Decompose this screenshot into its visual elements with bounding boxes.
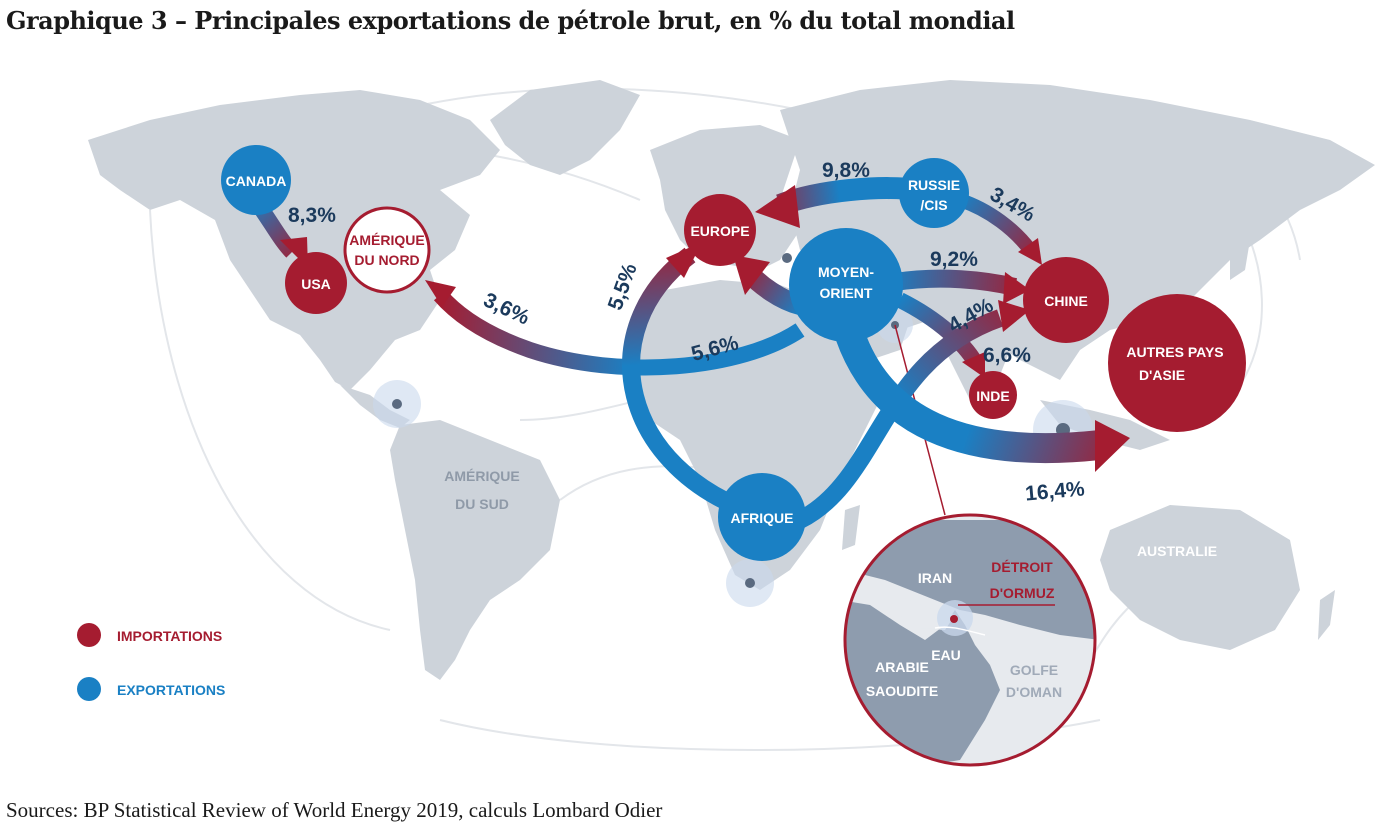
flow-russie-chine bbox=[957, 193, 1036, 255]
node-inde-label: INDE bbox=[976, 388, 1009, 404]
node-inde bbox=[969, 371, 1017, 419]
region-amerique-sud-line2: DU SUD bbox=[455, 496, 509, 512]
australia bbox=[1100, 505, 1300, 650]
inset-gulf-water bbox=[870, 590, 955, 630]
node-canada bbox=[221, 145, 291, 215]
inset-arabie-line1: ARABIE bbox=[875, 659, 929, 675]
flow-mo-europe-arrowhead bbox=[733, 255, 770, 295]
node-amerique-nord-line2: DU NORD bbox=[354, 252, 419, 268]
flow-afrique-chine bbox=[795, 309, 1004, 529]
flow-afrique-chine-arrowhead bbox=[998, 300, 1030, 332]
legend: IMPORTATIONS EXPORTATIONS bbox=[77, 623, 225, 701]
node-canada-label: CANADA bbox=[226, 173, 287, 189]
chart-title: Graphique 3 – Principales exportations d… bbox=[6, 6, 1015, 35]
inset-iran: IRAN bbox=[918, 570, 952, 586]
label-canada-usa: 8,3% bbox=[288, 204, 336, 227]
node-autres-asie-line1: AUTRES PAYS bbox=[1126, 344, 1223, 360]
landmasses bbox=[88, 80, 1375, 680]
region-labels: AMÉRIQUE DU SUD AUSTRALIE bbox=[444, 468, 1217, 559]
nodes: CANADA USA AMÉRIQUE DU NORD EUROPE RUSSI… bbox=[221, 145, 1246, 561]
hormuz-inset: IRAN DÉTROIT D'ORMUZ EAU ARABIE SAOUDITE… bbox=[843, 513, 1097, 767]
flow-russie-chine-arrowhead bbox=[1018, 238, 1042, 265]
node-moyen-orient-line1: MOYEN- bbox=[818, 264, 874, 280]
legend-imports-swatch bbox=[77, 623, 101, 647]
inset-arabie-line2: SAOUDITE bbox=[866, 683, 938, 699]
region-australie: AUSTRALIE bbox=[1137, 543, 1217, 559]
madagascar bbox=[842, 505, 860, 550]
flow-mo-inde-arrowhead bbox=[962, 352, 985, 378]
flow-russie-europe-arrowhead bbox=[755, 185, 800, 228]
new-zealand bbox=[1318, 590, 1335, 640]
label-mo-inde: 6,6% bbox=[983, 344, 1031, 367]
legend-exports-swatch bbox=[77, 677, 101, 701]
flow-mo-chine bbox=[893, 269, 1018, 296]
node-europe-label: EUROPE bbox=[690, 223, 749, 239]
node-amerique-nord-line1: AMÉRIQUE bbox=[349, 232, 424, 248]
label-russie-europe: 9,8% bbox=[822, 159, 870, 182]
south-america bbox=[390, 420, 560, 680]
node-moyen-orient-line2: ORIENT bbox=[820, 285, 873, 301]
node-russie bbox=[899, 158, 969, 228]
node-usa-label: USA bbox=[301, 276, 331, 292]
inset-detroit-line2: D'ORMUZ bbox=[990, 585, 1055, 601]
japan bbox=[1230, 230, 1250, 280]
node-autres-asie-line2: D'ASIE bbox=[1139, 367, 1185, 383]
region-amerique-sud-line1: AMÉRIQUE bbox=[444, 468, 519, 484]
node-russie-line1: RUSSIE bbox=[908, 177, 960, 193]
flow-mo-chine-arrowhead bbox=[1003, 272, 1030, 304]
greenland bbox=[490, 80, 640, 175]
inset-golfe-line1: GOLFE bbox=[1010, 662, 1058, 678]
flow-mo-asie bbox=[835, 329, 1102, 463]
inset-detroit-line1: DÉTROIT bbox=[991, 559, 1053, 575]
flow-mo-amerique-nord-arrowhead bbox=[425, 280, 456, 307]
node-amerique-nord bbox=[343, 206, 431, 294]
node-chine-label: CHINE bbox=[1044, 293, 1088, 309]
flow-mo-amerique-nord bbox=[433, 289, 805, 376]
source-note: Sources: BP Statistical Review of World … bbox=[6, 798, 663, 822]
node-afrique bbox=[718, 473, 806, 561]
legend-exports-label: EXPORTATIONS bbox=[117, 682, 225, 698]
inset-golfe-line2: D'OMAN bbox=[1006, 684, 1062, 700]
flow-mo-inde bbox=[896, 292, 982, 367]
label-mo-asie: 16,4% bbox=[1024, 477, 1086, 505]
inset-iran-land bbox=[845, 520, 1095, 640]
inset-eau: EAU bbox=[931, 647, 961, 663]
node-moyen-orient bbox=[789, 228, 903, 342]
node-afrique-label: AFRIQUE bbox=[731, 510, 794, 526]
flow-afrique-europe bbox=[622, 247, 763, 524]
node-chine bbox=[1023, 257, 1109, 343]
flow-mo-asie-arrowhead bbox=[1095, 420, 1130, 472]
node-autres-asie bbox=[1108, 294, 1246, 432]
legend-imports-label: IMPORTATIONS bbox=[117, 628, 222, 644]
node-russie-line2: /CIS bbox=[920, 197, 947, 213]
node-usa bbox=[285, 252, 347, 314]
flows bbox=[248, 177, 1130, 529]
asia bbox=[780, 80, 1375, 380]
inset-detroit-dot bbox=[950, 615, 958, 623]
node-europe bbox=[684, 194, 756, 266]
label-mo-chine: 9,2% bbox=[930, 248, 978, 271]
